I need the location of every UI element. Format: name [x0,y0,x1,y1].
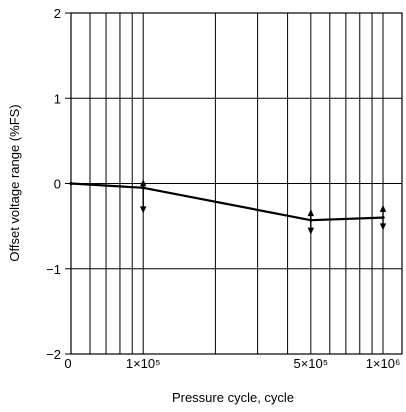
x-tick-label: 1×10⁶ [366,356,401,371]
y-tick-label: −2 [46,347,61,362]
error-bar [379,204,387,231]
error-bar-arrow-up [307,209,315,217]
grid-lines [71,13,402,354]
x-tick-label: 0 [64,356,71,371]
series-line [70,182,384,222]
y-tick-label: 1 [54,91,61,106]
data-series [69,181,385,222]
x-tick-label: 1×10⁵ [126,356,161,371]
y-axis-label: Offset voltage range (%FS) [7,104,22,261]
x-tick-label: 5×10⁵ [293,356,328,371]
error-bar-arrow-up [379,204,387,212]
error-bar [139,179,147,214]
error-bar-arrow-down [139,206,147,214]
error-bar [307,209,315,235]
y-tick-label: 0 [54,177,61,192]
error-bar-arrow-up [139,179,147,187]
error-bars [139,179,387,235]
y-tick-label: 2 [54,6,61,21]
x-tick-labels: 0 1×10⁵ 5×10⁵ 1×10⁶ [64,356,400,371]
error-bar-arrow-down [379,223,387,231]
y-tick-label: −1 [46,262,61,277]
error-bar-arrow-down [307,227,315,235]
x-axis-label: Pressure cycle, cycle [172,390,294,405]
y-tick-labels: 2 1 0 −1 −2 [46,6,71,362]
